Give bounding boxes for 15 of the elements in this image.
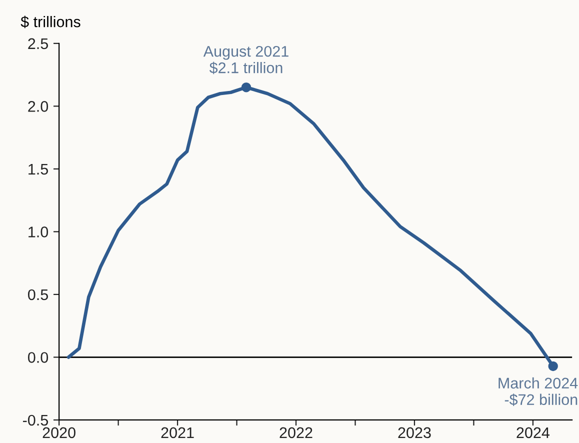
x-tick-label: 2020 xyxy=(42,427,76,438)
x-tick-label: 2022 xyxy=(280,427,312,438)
y-tick-label: 1.5 xyxy=(28,164,48,175)
y-tick-label: 2.0 xyxy=(28,101,48,112)
x-tick-label: 2023 xyxy=(398,427,431,438)
y-tick-label: 0.5 xyxy=(28,289,48,300)
x-tick-label: 2021 xyxy=(161,427,194,438)
y-tick-label: 1.0 xyxy=(28,226,48,238)
annotation: March 2024 -$72 billion xyxy=(498,377,578,406)
y-tick-label: 0.0 xyxy=(28,352,48,363)
x-tick-label: 2024 xyxy=(516,427,550,438)
y-tick-label: -0.5 xyxy=(22,414,48,426)
annotation: August 2021 $2.1 trillion xyxy=(203,46,288,74)
y-axis-title: $ trillions xyxy=(20,16,80,28)
y-tick-label: 2.5 xyxy=(28,38,48,50)
